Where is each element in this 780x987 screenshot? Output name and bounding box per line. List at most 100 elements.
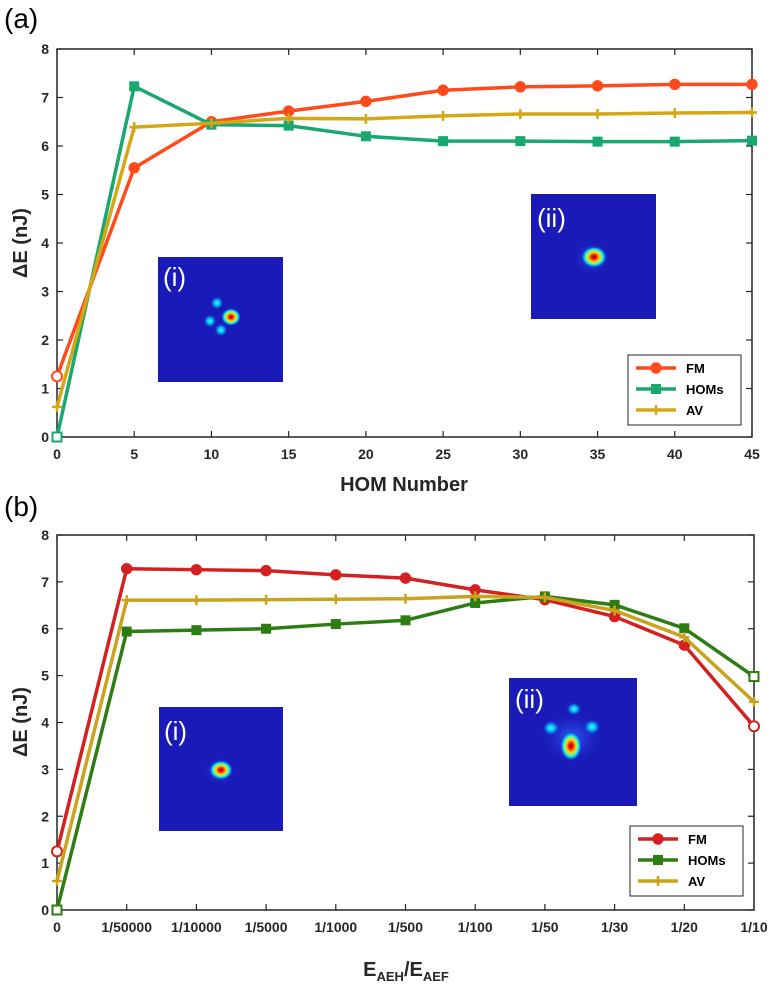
x-axis-title-sub1: AEH bbox=[376, 969, 403, 984]
y-tick-label: 2 bbox=[41, 332, 49, 348]
beam-lobe bbox=[583, 719, 601, 735]
x-tick-label: 25 bbox=[435, 446, 451, 462]
data-point bbox=[283, 113, 294, 124]
x-tick-label: 1/10000 bbox=[171, 919, 222, 935]
panel-b-inset-i: (i) bbox=[159, 707, 283, 831]
panel-b-inset-ii: (ii) bbox=[509, 678, 637, 806]
x-tick-label: 1/20 bbox=[671, 919, 698, 935]
panel-a-inset-ii: (ii) bbox=[531, 194, 656, 319]
panel-a-inset-i-label: (i) bbox=[163, 262, 186, 292]
panel-b-x-ticks: 0 1/50000 1/10000 1/5000 1/1000 1/500 1/100 1/5… bbox=[53, 535, 768, 935]
y-tick-label: 7 bbox=[41, 90, 49, 106]
data-point bbox=[515, 108, 526, 119]
x-tick-label: 20 bbox=[358, 446, 374, 462]
panel-b-label: (b) bbox=[4, 491, 38, 522]
data-point bbox=[748, 671, 760, 683]
panel-a-series bbox=[51, 78, 758, 443]
data-point bbox=[747, 135, 757, 146]
panel-a-y-axis-title: ΔE (nJ) bbox=[10, 208, 32, 278]
legend-label: FM bbox=[688, 832, 707, 847]
data-point bbox=[330, 619, 341, 630]
beam-lobe bbox=[566, 702, 582, 716]
data-point bbox=[747, 107, 757, 118]
beam-core bbox=[560, 731, 582, 761]
legend-item: HOMs bbox=[636, 382, 724, 397]
data-point bbox=[52, 401, 62, 412]
beam-lobe bbox=[210, 296, 224, 310]
data-point bbox=[261, 594, 272, 605]
data-point bbox=[190, 563, 203, 576]
data-point bbox=[470, 591, 481, 602]
panel-b-inset-ii-label: (ii) bbox=[515, 684, 544, 714]
data-point bbox=[438, 110, 449, 121]
data-point bbox=[206, 118, 217, 129]
legend-item: FM bbox=[636, 361, 705, 376]
x-tick-label: 30 bbox=[513, 446, 529, 462]
data-point bbox=[514, 81, 527, 93]
beam-lobe bbox=[214, 323, 228, 337]
x-axis-title-sub2: AEF bbox=[423, 969, 449, 984]
data-point bbox=[51, 845, 63, 858]
data-point bbox=[129, 122, 140, 133]
legend-marker bbox=[653, 876, 663, 886]
legend-label: AV bbox=[688, 874, 705, 889]
data-point bbox=[121, 563, 133, 575]
data-point bbox=[330, 594, 341, 605]
x-tick-label: 5 bbox=[130, 446, 138, 462]
x-axis-title-slash: /E bbox=[404, 959, 423, 981]
y-tick-label: 1 bbox=[41, 381, 49, 397]
legend-label: HOMs bbox=[686, 382, 724, 397]
x-tick-label: 1/30 bbox=[601, 919, 628, 935]
y-tick-label: 7 bbox=[41, 574, 49, 590]
data-point bbox=[669, 108, 680, 119]
legend-marker bbox=[653, 855, 663, 865]
y-tick-label: 1 bbox=[41, 855, 49, 871]
panel-a-x-axis-title: HOM Number bbox=[340, 474, 468, 496]
legend-item: AV bbox=[636, 403, 703, 418]
data-point bbox=[128, 162, 140, 174]
beam-profile-image bbox=[158, 257, 283, 382]
data-point bbox=[191, 595, 202, 606]
data-point bbox=[51, 904, 63, 916]
data-point bbox=[749, 696, 759, 707]
legend-item: AV bbox=[638, 874, 705, 889]
data-point bbox=[399, 572, 412, 584]
series-line bbox=[55, 110, 753, 408]
data-point bbox=[592, 136, 603, 147]
x-tick-label: 1/10 bbox=[740, 919, 767, 935]
x-tick-label: 45 bbox=[744, 446, 760, 462]
data-point bbox=[669, 136, 680, 147]
panel-a-inset-ii-label: (ii) bbox=[537, 203, 566, 233]
beam-core bbox=[209, 760, 233, 780]
x-axis-title-main: E bbox=[363, 959, 376, 981]
x-tick-label: 0 bbox=[53, 919, 61, 935]
data-point bbox=[360, 131, 371, 142]
panel-a-label: (a) bbox=[4, 3, 38, 34]
data-point bbox=[129, 81, 140, 92]
data-point bbox=[591, 80, 604, 92]
beam-core bbox=[221, 308, 241, 326]
y-tick-label: 5 bbox=[41, 668, 49, 684]
y-tick-label: 0 bbox=[41, 429, 49, 445]
series-av bbox=[52, 107, 757, 412]
data-point bbox=[679, 632, 690, 643]
y-tick-label: 4 bbox=[41, 235, 49, 251]
panel-b-y-axis-title: ΔE (nJ) bbox=[10, 687, 32, 757]
data-point bbox=[400, 615, 411, 626]
y-tick-label: 8 bbox=[41, 41, 49, 57]
series-line bbox=[55, 84, 753, 438]
x-tick-label: 1/50000 bbox=[101, 919, 152, 935]
legend-item: FM bbox=[638, 832, 707, 847]
data-point bbox=[51, 431, 63, 443]
data-point bbox=[515, 136, 526, 147]
data-point bbox=[260, 564, 272, 577]
data-point bbox=[609, 605, 620, 616]
y-tick-label: 8 bbox=[41, 527, 49, 543]
x-tick-label: 40 bbox=[667, 446, 683, 462]
legend-item: HOMs bbox=[638, 853, 726, 868]
x-tick-label: 1/100 bbox=[458, 919, 493, 935]
series-fm bbox=[51, 78, 758, 383]
legend-marker bbox=[650, 362, 662, 374]
data-point bbox=[400, 593, 411, 604]
